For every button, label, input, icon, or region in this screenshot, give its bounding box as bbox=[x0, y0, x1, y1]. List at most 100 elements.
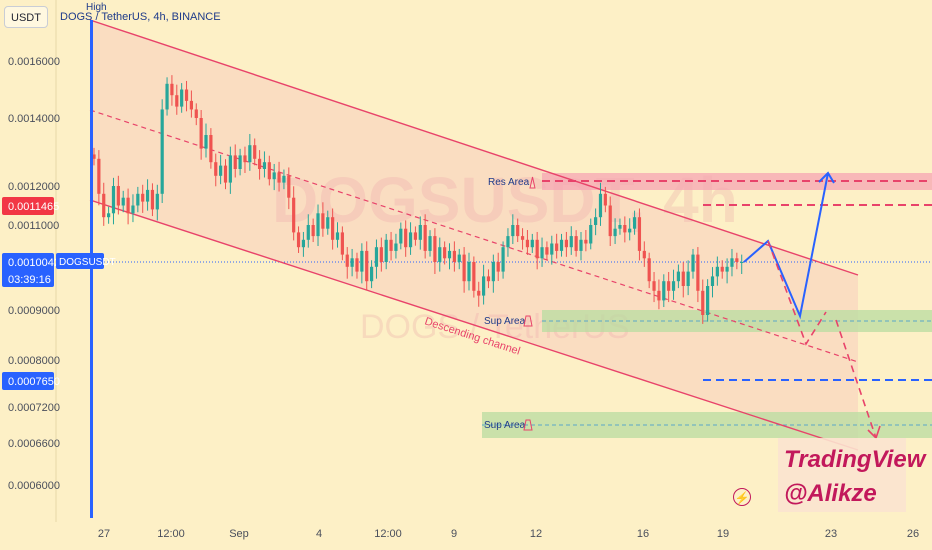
y-tick-label: 0.0006000 bbox=[8, 480, 60, 492]
candle-body bbox=[97, 158, 101, 194]
y-tick-label: 0.0016000 bbox=[8, 56, 60, 68]
candle-body bbox=[667, 281, 671, 291]
x-tick-label: 16 bbox=[637, 528, 649, 540]
candle-body bbox=[603, 193, 607, 206]
y-tick-label: 0.0011000 bbox=[8, 220, 59, 232]
candle-body bbox=[584, 239, 588, 244]
candle-body bbox=[180, 89, 184, 107]
candle-body bbox=[628, 228, 632, 233]
candle-body bbox=[238, 155, 242, 169]
candle-body bbox=[418, 225, 422, 240]
y-tick-label: 0.0006600 bbox=[8, 438, 60, 450]
candle-body bbox=[394, 243, 398, 251]
red-price-tag-label: 0.0011465 bbox=[8, 201, 59, 213]
candle-body bbox=[184, 89, 189, 101]
candle-body bbox=[369, 266, 374, 282]
candle-body bbox=[535, 239, 539, 259]
candle-body bbox=[204, 135, 208, 149]
candle-body bbox=[404, 228, 408, 248]
currency-button[interactable]: USDT bbox=[4, 6, 48, 28]
sup-area-1-label: Sup Area bbox=[484, 316, 526, 327]
candle-body bbox=[740, 262, 744, 263]
candle-body bbox=[540, 247, 544, 259]
current-price-tag bbox=[2, 253, 54, 287]
candle-body bbox=[433, 236, 437, 262]
candle-body bbox=[243, 155, 247, 163]
bell-icon bbox=[523, 315, 533, 327]
branding-card bbox=[778, 438, 906, 512]
candle-body bbox=[141, 193, 145, 202]
candle-body bbox=[199, 118, 203, 149]
candle-body bbox=[408, 232, 413, 248]
candle-body bbox=[623, 225, 627, 233]
candle-body bbox=[467, 262, 471, 282]
candle-body bbox=[384, 239, 388, 262]
candle-body bbox=[511, 225, 515, 237]
candle-body bbox=[691, 254, 695, 272]
candle-body bbox=[150, 189, 155, 210]
candle-body bbox=[671, 281, 676, 291]
branding-line1: TradingView bbox=[784, 446, 926, 473]
candle-body bbox=[735, 258, 739, 262]
candle-body bbox=[131, 205, 135, 214]
candle-body bbox=[350, 258, 354, 267]
candle-body bbox=[525, 239, 530, 248]
warning-icon bbox=[529, 176, 536, 189]
candle-body bbox=[282, 175, 286, 183]
candle-body bbox=[715, 266, 719, 277]
candle-body bbox=[501, 247, 505, 272]
candle-body bbox=[175, 95, 179, 107]
candle-body bbox=[642, 250, 646, 259]
candle-body bbox=[701, 290, 705, 315]
candle-body bbox=[686, 271, 690, 286]
candle-body bbox=[253, 145, 257, 159]
candle-body bbox=[545, 247, 549, 255]
candle-body bbox=[413, 232, 418, 240]
candle-body bbox=[506, 236, 510, 248]
candle-body bbox=[589, 225, 593, 244]
candle-body bbox=[452, 250, 456, 262]
bell-icon bbox=[523, 419, 533, 431]
candle-body bbox=[121, 197, 125, 206]
lightning-icon[interactable]: ⚡ bbox=[733, 488, 751, 506]
candle-body bbox=[331, 217, 335, 240]
candle-body bbox=[443, 247, 447, 259]
candle-body bbox=[696, 254, 700, 291]
blue-price-tag-label: 0.0007650 bbox=[8, 376, 60, 388]
candle-body bbox=[681, 271, 685, 286]
candle-body bbox=[102, 193, 106, 218]
candle-body bbox=[676, 271, 680, 282]
candle-body bbox=[257, 158, 262, 169]
candle-body bbox=[710, 276, 715, 286]
x-tick-label: 27 bbox=[98, 528, 110, 540]
branding-line2: @Alikze bbox=[784, 480, 877, 507]
candle-body bbox=[647, 258, 651, 282]
bearish-projection-2 bbox=[835, 319, 877, 439]
current-symbol-tag bbox=[56, 253, 104, 269]
candle-body bbox=[564, 239, 568, 248]
candle-body bbox=[219, 165, 223, 176]
candle-body bbox=[233, 155, 237, 169]
candle-body bbox=[569, 236, 573, 248]
x-tick-label: 12:00 bbox=[374, 528, 402, 540]
candle-body bbox=[107, 213, 111, 218]
candle-body bbox=[272, 172, 276, 180]
candle-body bbox=[530, 239, 534, 248]
x-tick-label: 12 bbox=[530, 528, 542, 540]
candle-body bbox=[223, 165, 228, 183]
candle-body bbox=[145, 189, 150, 202]
sup-area-1-zone bbox=[542, 310, 932, 332]
candle-body bbox=[608, 205, 612, 237]
blue-price-tag bbox=[2, 372, 54, 390]
candle-body bbox=[165, 83, 169, 110]
candle-body bbox=[306, 225, 310, 240]
candle-body bbox=[555, 243, 559, 251]
candle-body bbox=[632, 217, 637, 229]
bearish-projection-1 bbox=[767, 240, 827, 346]
candle-body bbox=[360, 250, 364, 272]
candle-body bbox=[277, 172, 281, 183]
candle-body bbox=[111, 186, 116, 214]
candle-body bbox=[365, 250, 369, 282]
candle-body bbox=[574, 236, 578, 251]
